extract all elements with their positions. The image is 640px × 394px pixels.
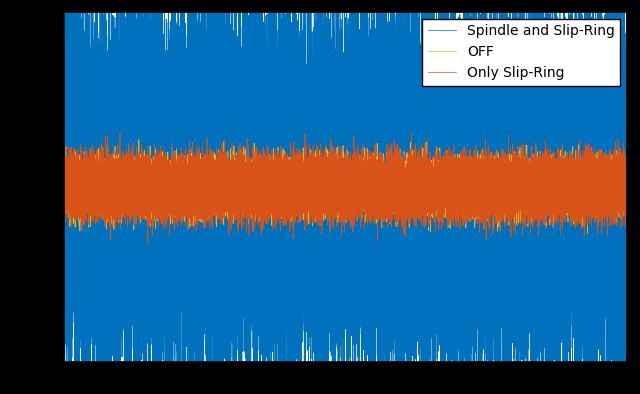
Only Slip-Ring [399,185,407,190]
OFF [135,137,143,142]
Spindle and Slip-Ring [99,145,106,149]
Only Slip-Ring [478,184,486,188]
Only Slip-Ring [116,130,124,135]
Spindle and Slip-Ring [276,259,284,264]
Only Slip-Ring [144,240,152,245]
OFF [276,201,284,205]
Spindle and Slip-Ring [623,61,631,65]
OFF [60,175,68,180]
OFF [399,204,407,209]
Line: Spindle and Slip-Ring: Spindle and Slip-Ring [64,0,627,394]
Only Slip-Ring [60,176,68,180]
Legend: Spindle and Slip-Ring, OFF, Only Slip-Ring: Spindle and Slip-Ring, OFF, Only Slip-Ri… [422,19,620,86]
OFF [196,184,204,189]
Spindle and Slip-Ring [365,198,373,203]
Only Slip-Ring [365,182,373,187]
Only Slip-Ring [276,200,284,205]
Spindle and Slip-Ring [60,144,68,149]
Line: OFF: OFF [64,139,627,233]
OFF [99,201,106,206]
Only Slip-Ring [196,193,204,198]
OFF [623,186,631,191]
Line: Only Slip-Ring: Only Slip-Ring [64,132,627,243]
OFF [365,176,373,181]
OFF [478,181,486,186]
OFF [584,231,591,236]
Only Slip-Ring [623,175,631,180]
Spindle and Slip-Ring [399,262,407,267]
Spindle and Slip-Ring [196,107,204,112]
Only Slip-Ring [99,190,106,195]
Spindle and Slip-Ring [478,162,486,167]
